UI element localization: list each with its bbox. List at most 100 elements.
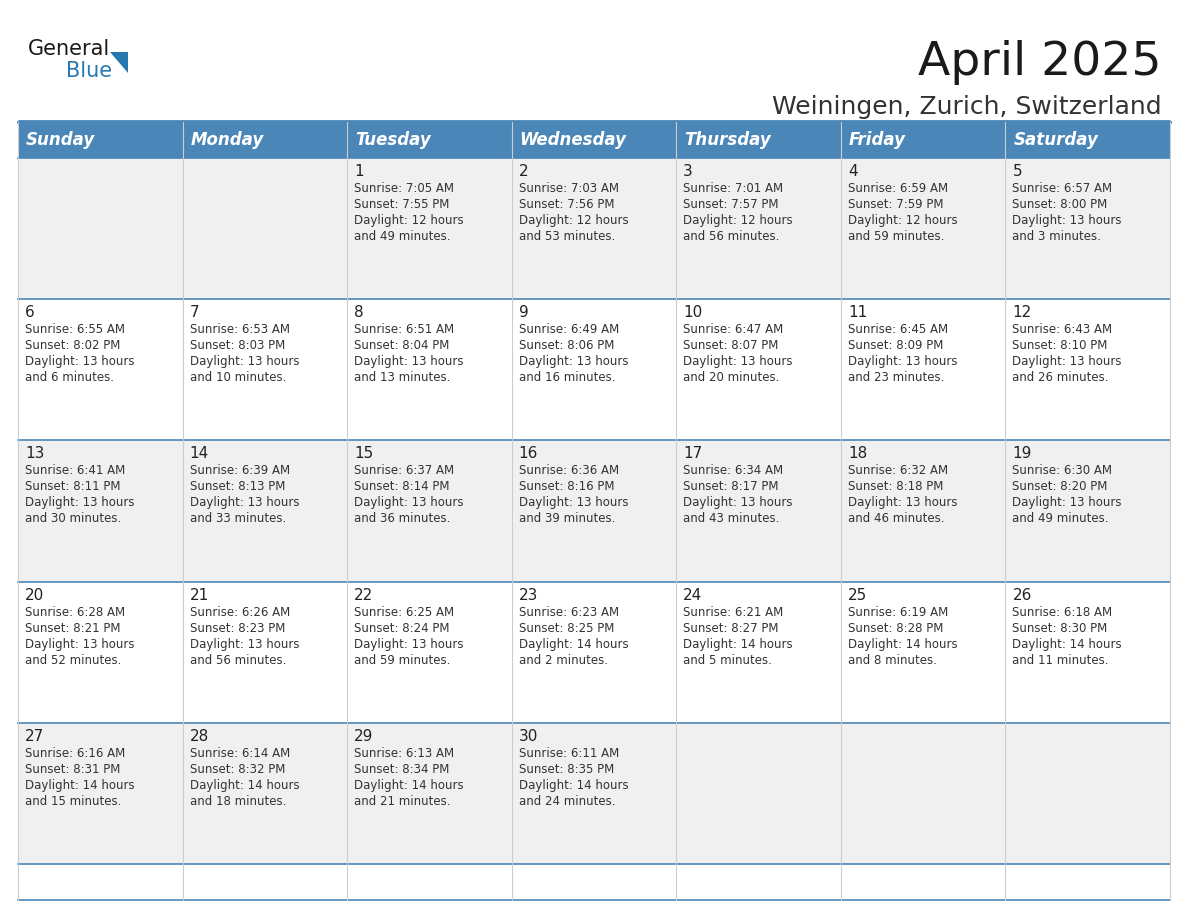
Text: Sunrise: 6:32 AM: Sunrise: 6:32 AM [848,465,948,477]
Text: Sunset: 8:10 PM: Sunset: 8:10 PM [1012,339,1107,353]
Bar [676,299,841,441]
Text: Sunrise: 6:47 AM: Sunrise: 6:47 AM [683,323,784,336]
Text: and 23 minutes.: and 23 minutes. [848,371,944,385]
Text: and 16 minutes.: and 16 minutes. [519,371,615,385]
Text: Sunset: 8:16 PM: Sunset: 8:16 PM [519,480,614,493]
Text: 2: 2 [519,164,529,179]
Text: Daylight: 12 hours: Daylight: 12 hours [354,214,463,227]
Text: 20: 20 [25,588,44,602]
Text: Sunset: 8:17 PM: Sunset: 8:17 PM [683,480,779,493]
Text: Sunrise: 6:14 AM: Sunrise: 6:14 AM [190,747,290,760]
Text: Daylight: 13 hours: Daylight: 13 hours [1012,497,1121,509]
Text: 9: 9 [519,305,529,320]
Text: Sunset: 8:27 PM: Sunset: 8:27 PM [683,621,779,634]
Text: and 2 minutes.: and 2 minutes. [519,654,608,666]
Text: Daylight: 13 hours: Daylight: 13 hours [848,497,958,509]
Text: Sunrise: 6:49 AM: Sunrise: 6:49 AM [519,323,619,336]
Text: Sunrise: 6:21 AM: Sunrise: 6:21 AM [683,606,784,619]
Text: Sunset: 8:35 PM: Sunset: 8:35 PM [519,763,614,776]
Text: Tuesday: Tuesday [355,131,431,149]
Bar [841,158,1005,299]
Text: Daylight: 13 hours: Daylight: 13 hours [354,638,463,651]
Text: and 59 minutes.: and 59 minutes. [848,230,944,243]
Polygon shape [110,52,128,73]
Text: Daylight: 13 hours: Daylight: 13 hours [354,355,463,368]
Text: 19: 19 [1012,446,1032,462]
Bar [1005,122,1170,158]
Text: and 24 minutes.: and 24 minutes. [519,795,615,808]
Text: 30: 30 [519,729,538,744]
Text: Weiningen, Zurich, Switzerland: Weiningen, Zurich, Switzerland [772,95,1162,119]
Text: Sunset: 8:21 PM: Sunset: 8:21 PM [25,621,120,634]
Text: Sunset: 8:18 PM: Sunset: 8:18 PM [848,480,943,493]
Text: Daylight: 14 hours: Daylight: 14 hours [190,778,299,792]
Bar [512,441,676,582]
Text: Daylight: 14 hours: Daylight: 14 hours [25,778,134,792]
Bar [841,441,1005,582]
Text: Sunset: 8:11 PM: Sunset: 8:11 PM [25,480,120,493]
Bar [18,299,183,441]
Text: and 36 minutes.: and 36 minutes. [354,512,450,525]
Text: Thursday: Thursday [684,131,771,149]
Bar [183,299,347,441]
Text: and 33 minutes.: and 33 minutes. [190,512,286,525]
Text: and 3 minutes.: and 3 minutes. [1012,230,1101,243]
Bar [512,158,676,299]
Text: Sunset: 8:14 PM: Sunset: 8:14 PM [354,480,449,493]
Text: 25: 25 [848,588,867,602]
Bar [183,722,347,864]
Bar [183,158,347,299]
Text: 18: 18 [848,446,867,462]
Text: and 13 minutes.: and 13 minutes. [354,371,450,385]
Text: 3: 3 [683,164,693,179]
Text: Sunset: 8:30 PM: Sunset: 8:30 PM [1012,621,1107,634]
Bar [676,158,841,299]
Text: 24: 24 [683,588,702,602]
Text: 7: 7 [190,305,200,320]
Text: Sunset: 7:55 PM: Sunset: 7:55 PM [354,198,449,211]
Bar [347,158,512,299]
Bar [676,582,841,722]
Text: Sunrise: 7:05 AM: Sunrise: 7:05 AM [354,182,454,195]
Text: Daylight: 14 hours: Daylight: 14 hours [519,778,628,792]
Bar [18,722,183,864]
Text: Sunset: 7:56 PM: Sunset: 7:56 PM [519,198,614,211]
Text: and 10 minutes.: and 10 minutes. [190,371,286,385]
Bar [512,299,676,441]
Text: 21: 21 [190,588,209,602]
Text: Sunrise: 6:45 AM: Sunrise: 6:45 AM [848,323,948,336]
Text: Daylight: 13 hours: Daylight: 13 hours [519,355,628,368]
Text: Sunset: 8:02 PM: Sunset: 8:02 PM [25,339,120,353]
Text: 28: 28 [190,729,209,744]
Text: 13: 13 [25,446,44,462]
Text: 5: 5 [1012,164,1022,179]
Text: Daylight: 13 hours: Daylight: 13 hours [190,497,299,509]
Bar [1005,722,1170,864]
Text: and 56 minutes.: and 56 minutes. [683,230,779,243]
Text: Sunset: 8:24 PM: Sunset: 8:24 PM [354,621,449,634]
Bar [841,299,1005,441]
Text: April 2025: April 2025 [918,40,1162,85]
Text: and 49 minutes.: and 49 minutes. [354,230,450,243]
Text: Daylight: 13 hours: Daylight: 13 hours [848,355,958,368]
Bar [1005,582,1170,722]
Text: Daylight: 12 hours: Daylight: 12 hours [519,214,628,227]
Text: Sunrise: 6:37 AM: Sunrise: 6:37 AM [354,465,454,477]
Bar [183,582,347,722]
Text: and 18 minutes.: and 18 minutes. [190,795,286,808]
Text: Sunrise: 7:03 AM: Sunrise: 7:03 AM [519,182,619,195]
Bar [18,582,183,722]
Bar [18,158,183,299]
Text: Monday: Monday [190,131,264,149]
Text: Sunrise: 6:43 AM: Sunrise: 6:43 AM [1012,323,1112,336]
Text: Daylight: 14 hours: Daylight: 14 hours [1012,638,1121,651]
Text: Sunset: 8:31 PM: Sunset: 8:31 PM [25,763,120,776]
Text: Sunset: 7:59 PM: Sunset: 7:59 PM [848,198,943,211]
Text: 23: 23 [519,588,538,602]
Text: and 43 minutes.: and 43 minutes. [683,512,779,525]
Bar [347,722,512,864]
Text: and 59 minutes.: and 59 minutes. [354,654,450,666]
Text: 29: 29 [354,729,373,744]
Text: Daylight: 14 hours: Daylight: 14 hours [683,638,792,651]
Bar [347,441,512,582]
